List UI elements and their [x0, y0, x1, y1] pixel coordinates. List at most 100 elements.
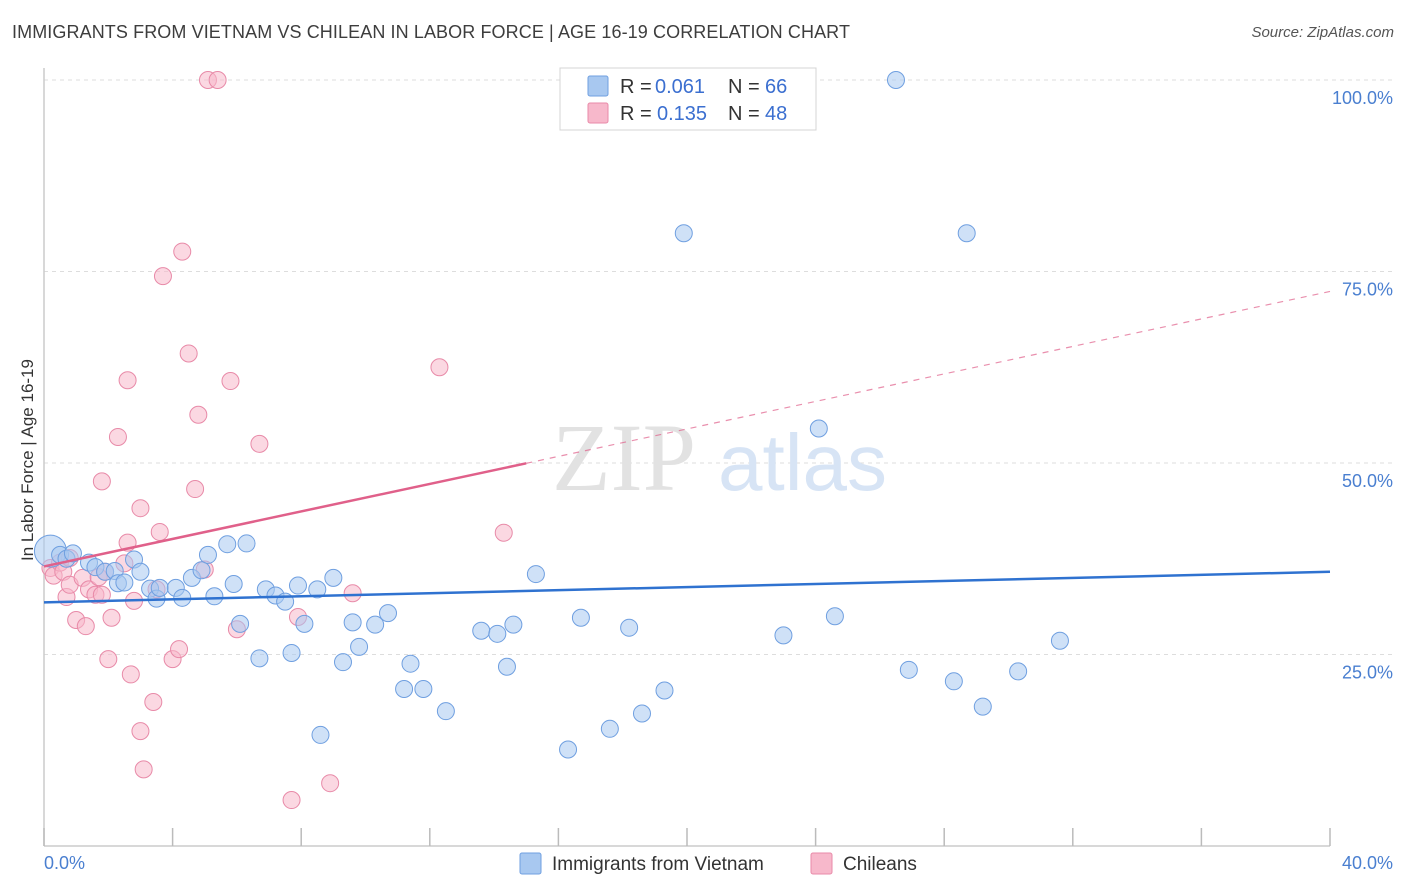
vietnam-point: [333, 653, 352, 672]
chilean-point: [108, 427, 127, 446]
bottom-legend-label-vietnam: Immigrants from Vietnam: [552, 854, 764, 875]
trend-line-chilean-dashed: [526, 290, 1331, 464]
vietnam-point: [198, 545, 217, 564]
chilean-point: [221, 372, 240, 391]
chilean-point: [144, 692, 163, 711]
chilean-point: [76, 617, 95, 636]
vietnam-point: [886, 71, 905, 89]
vietnam-point: [1050, 631, 1069, 650]
chilean-point: [153, 267, 172, 286]
vietnam-point: [224, 575, 243, 594]
series-legend: Immigrants from Vietnam Chileans: [519, 852, 917, 875]
vietnam-point: [282, 643, 301, 662]
chilean-point: [121, 665, 140, 684]
chart-title: IMMIGRANTS FROM VIETNAM VS CHILEAN IN LA…: [12, 22, 851, 42]
vietnam-point: [343, 613, 362, 632]
vietnam-point: [414, 679, 433, 698]
legend-n-label-vietnam: N =: [728, 76, 760, 98]
chilean-point: [118, 371, 137, 390]
bottom-legend-swatch-chilean: [810, 852, 833, 875]
chilean-point: [250, 434, 269, 453]
grid-lines: [44, 79, 1392, 655]
legend-r-value-chilean: 0.135: [657, 103, 707, 125]
chilean-point: [170, 640, 189, 659]
vietnam-point: [131, 562, 150, 581]
chilean-point: [150, 522, 169, 541]
vietnam-point: [809, 419, 828, 438]
chilean-point: [99, 650, 118, 669]
vietnam-point: [115, 573, 134, 592]
chilean-point: [92, 472, 111, 491]
legend-r-label-vietnam: R =: [620, 76, 652, 98]
vietnam-point: [205, 587, 224, 606]
chilean-point: [282, 791, 301, 810]
bottom-legend-label-chilean: Chileans: [843, 854, 917, 875]
legend-swatch-vietnam: [587, 75, 609, 97]
vietnam-point: [504, 615, 523, 634]
chilean-point: [343, 584, 362, 603]
vietnam-point: [472, 621, 491, 640]
y-tick-label: 100.0%: [1332, 88, 1393, 108]
vietnam-point: [395, 679, 414, 698]
vietnam-point: [774, 626, 793, 645]
trend-lines: [43, 290, 1331, 604]
vietnam-point: [571, 608, 590, 627]
vietnam-point: [366, 615, 385, 634]
source-label: Source: ZipAtlas.com: [1251, 24, 1394, 41]
vietnam-point: [655, 681, 674, 700]
vietnam-point: [295, 614, 314, 633]
vietnam-point: [324, 568, 343, 587]
vietnam-point: [600, 719, 619, 738]
chilean-point: [131, 722, 150, 741]
series-chileans-points: [41, 71, 513, 810]
chilean-point: [92, 585, 111, 604]
vietnam-point: [218, 535, 237, 554]
chilean-point: [134, 760, 153, 779]
y-tick-label: 75.0%: [1342, 280, 1393, 300]
vietnam-point: [632, 704, 651, 723]
trend-line-vietnam: [43, 570, 1331, 604]
vietnam-point: [250, 649, 269, 668]
x-tick-label-min: 0.0%: [44, 853, 85, 873]
vietnam-point: [973, 697, 992, 716]
vietnam-point: [231, 614, 250, 633]
vietnam-point: [497, 657, 516, 676]
vietnam-point: [192, 561, 211, 580]
vietnam-point: [488, 624, 507, 643]
stats-legend: R = 0.061 N = 66 R = 0.135 N = 48: [559, 67, 817, 131]
series-vietnam-points: [33, 71, 1069, 759]
trend-line-chilean-solid: [43, 462, 527, 568]
legend-n-label-chilean: N =: [728, 103, 760, 125]
legend-r-label-chilean: R =: [620, 103, 652, 125]
vietnam-point: [401, 654, 420, 673]
vietnam-point: [436, 702, 455, 721]
vietnam-point: [150, 578, 169, 597]
legend-swatch-chilean: [587, 102, 609, 124]
axes: [43, 68, 1331, 847]
y-tick-label: 25.0%: [1342, 663, 1393, 683]
legend-r-value-vietnam: 0.061: [655, 76, 705, 98]
chilean-point: [186, 480, 205, 499]
vietnam-point: [944, 672, 963, 691]
y-tick-label: 50.0%: [1342, 471, 1393, 491]
y-tick-labels: 25.0% 50.0% 75.0% 100.0%: [1332, 88, 1393, 683]
vietnam-point: [620, 618, 639, 637]
vietnam-point: [899, 660, 918, 679]
vietnam-point: [308, 580, 327, 599]
chilean-point: [189, 405, 208, 424]
chilean-point: [430, 358, 449, 377]
vietnam-point: [526, 565, 545, 584]
chilean-point: [179, 344, 198, 363]
vietnam-point: [559, 740, 578, 759]
vietnam-point: [350, 637, 369, 656]
legend-n-value-chilean: 48: [765, 103, 787, 125]
vietnam-point: [379, 604, 398, 623]
vietnam-point: [674, 224, 693, 243]
vietnam-point: [825, 607, 844, 626]
watermark: ZIP atlas: [552, 404, 887, 511]
x-tick-label-max: 40.0%: [1342, 853, 1393, 873]
watermark-atlas: atlas: [718, 418, 887, 507]
chilean-point: [173, 242, 192, 261]
vietnam-point: [311, 725, 330, 744]
